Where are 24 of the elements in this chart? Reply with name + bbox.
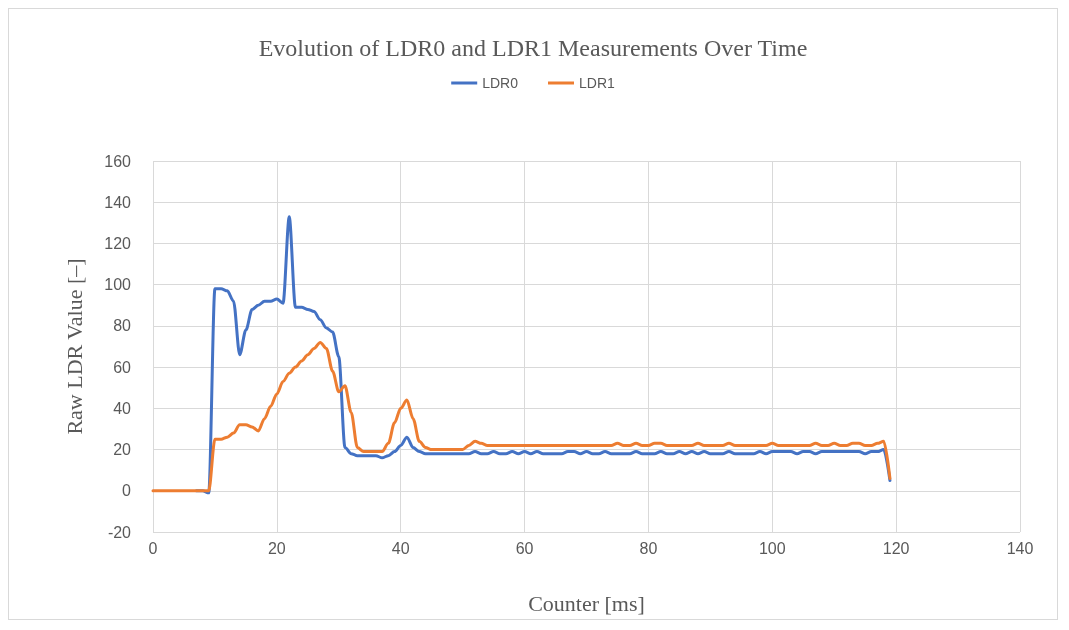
x-tick-label: 60 xyxy=(515,539,534,557)
y-tick-label: 40 xyxy=(113,399,132,417)
y-axis-title: Raw LDR Value [–] xyxy=(61,258,87,435)
y-tick-label: 100 xyxy=(104,276,132,294)
x-tick-label: 100 xyxy=(758,539,786,557)
x-tick-label: 80 xyxy=(639,539,658,557)
x-axis-title: Counter [ms] xyxy=(528,590,645,616)
y-tick-label: 80 xyxy=(113,317,132,335)
y-tick-label: 160 xyxy=(104,152,132,170)
x-tick-label: 20 xyxy=(267,539,286,557)
x-tick-label: 0 xyxy=(148,539,158,557)
x-tick-label: 40 xyxy=(391,539,410,557)
y-tick-label: 120 xyxy=(104,234,132,252)
y-tick-label: 20 xyxy=(113,441,132,459)
line-series xyxy=(151,340,892,493)
y-tick-label: -20 xyxy=(107,523,132,541)
x-tick-label: 140 xyxy=(1006,539,1034,557)
chart-title: Evolution of LDR0 and LDR1 Measurements Over Time xyxy=(258,35,808,61)
legend-label: LDR0 xyxy=(482,75,519,91)
x-tick-label: 120 xyxy=(882,539,910,557)
y-tick-label: 140 xyxy=(104,193,132,211)
y-tick-label: 60 xyxy=(113,358,132,376)
legend-label: LDR1 xyxy=(579,75,616,91)
y-tick-label: 0 xyxy=(122,482,132,500)
